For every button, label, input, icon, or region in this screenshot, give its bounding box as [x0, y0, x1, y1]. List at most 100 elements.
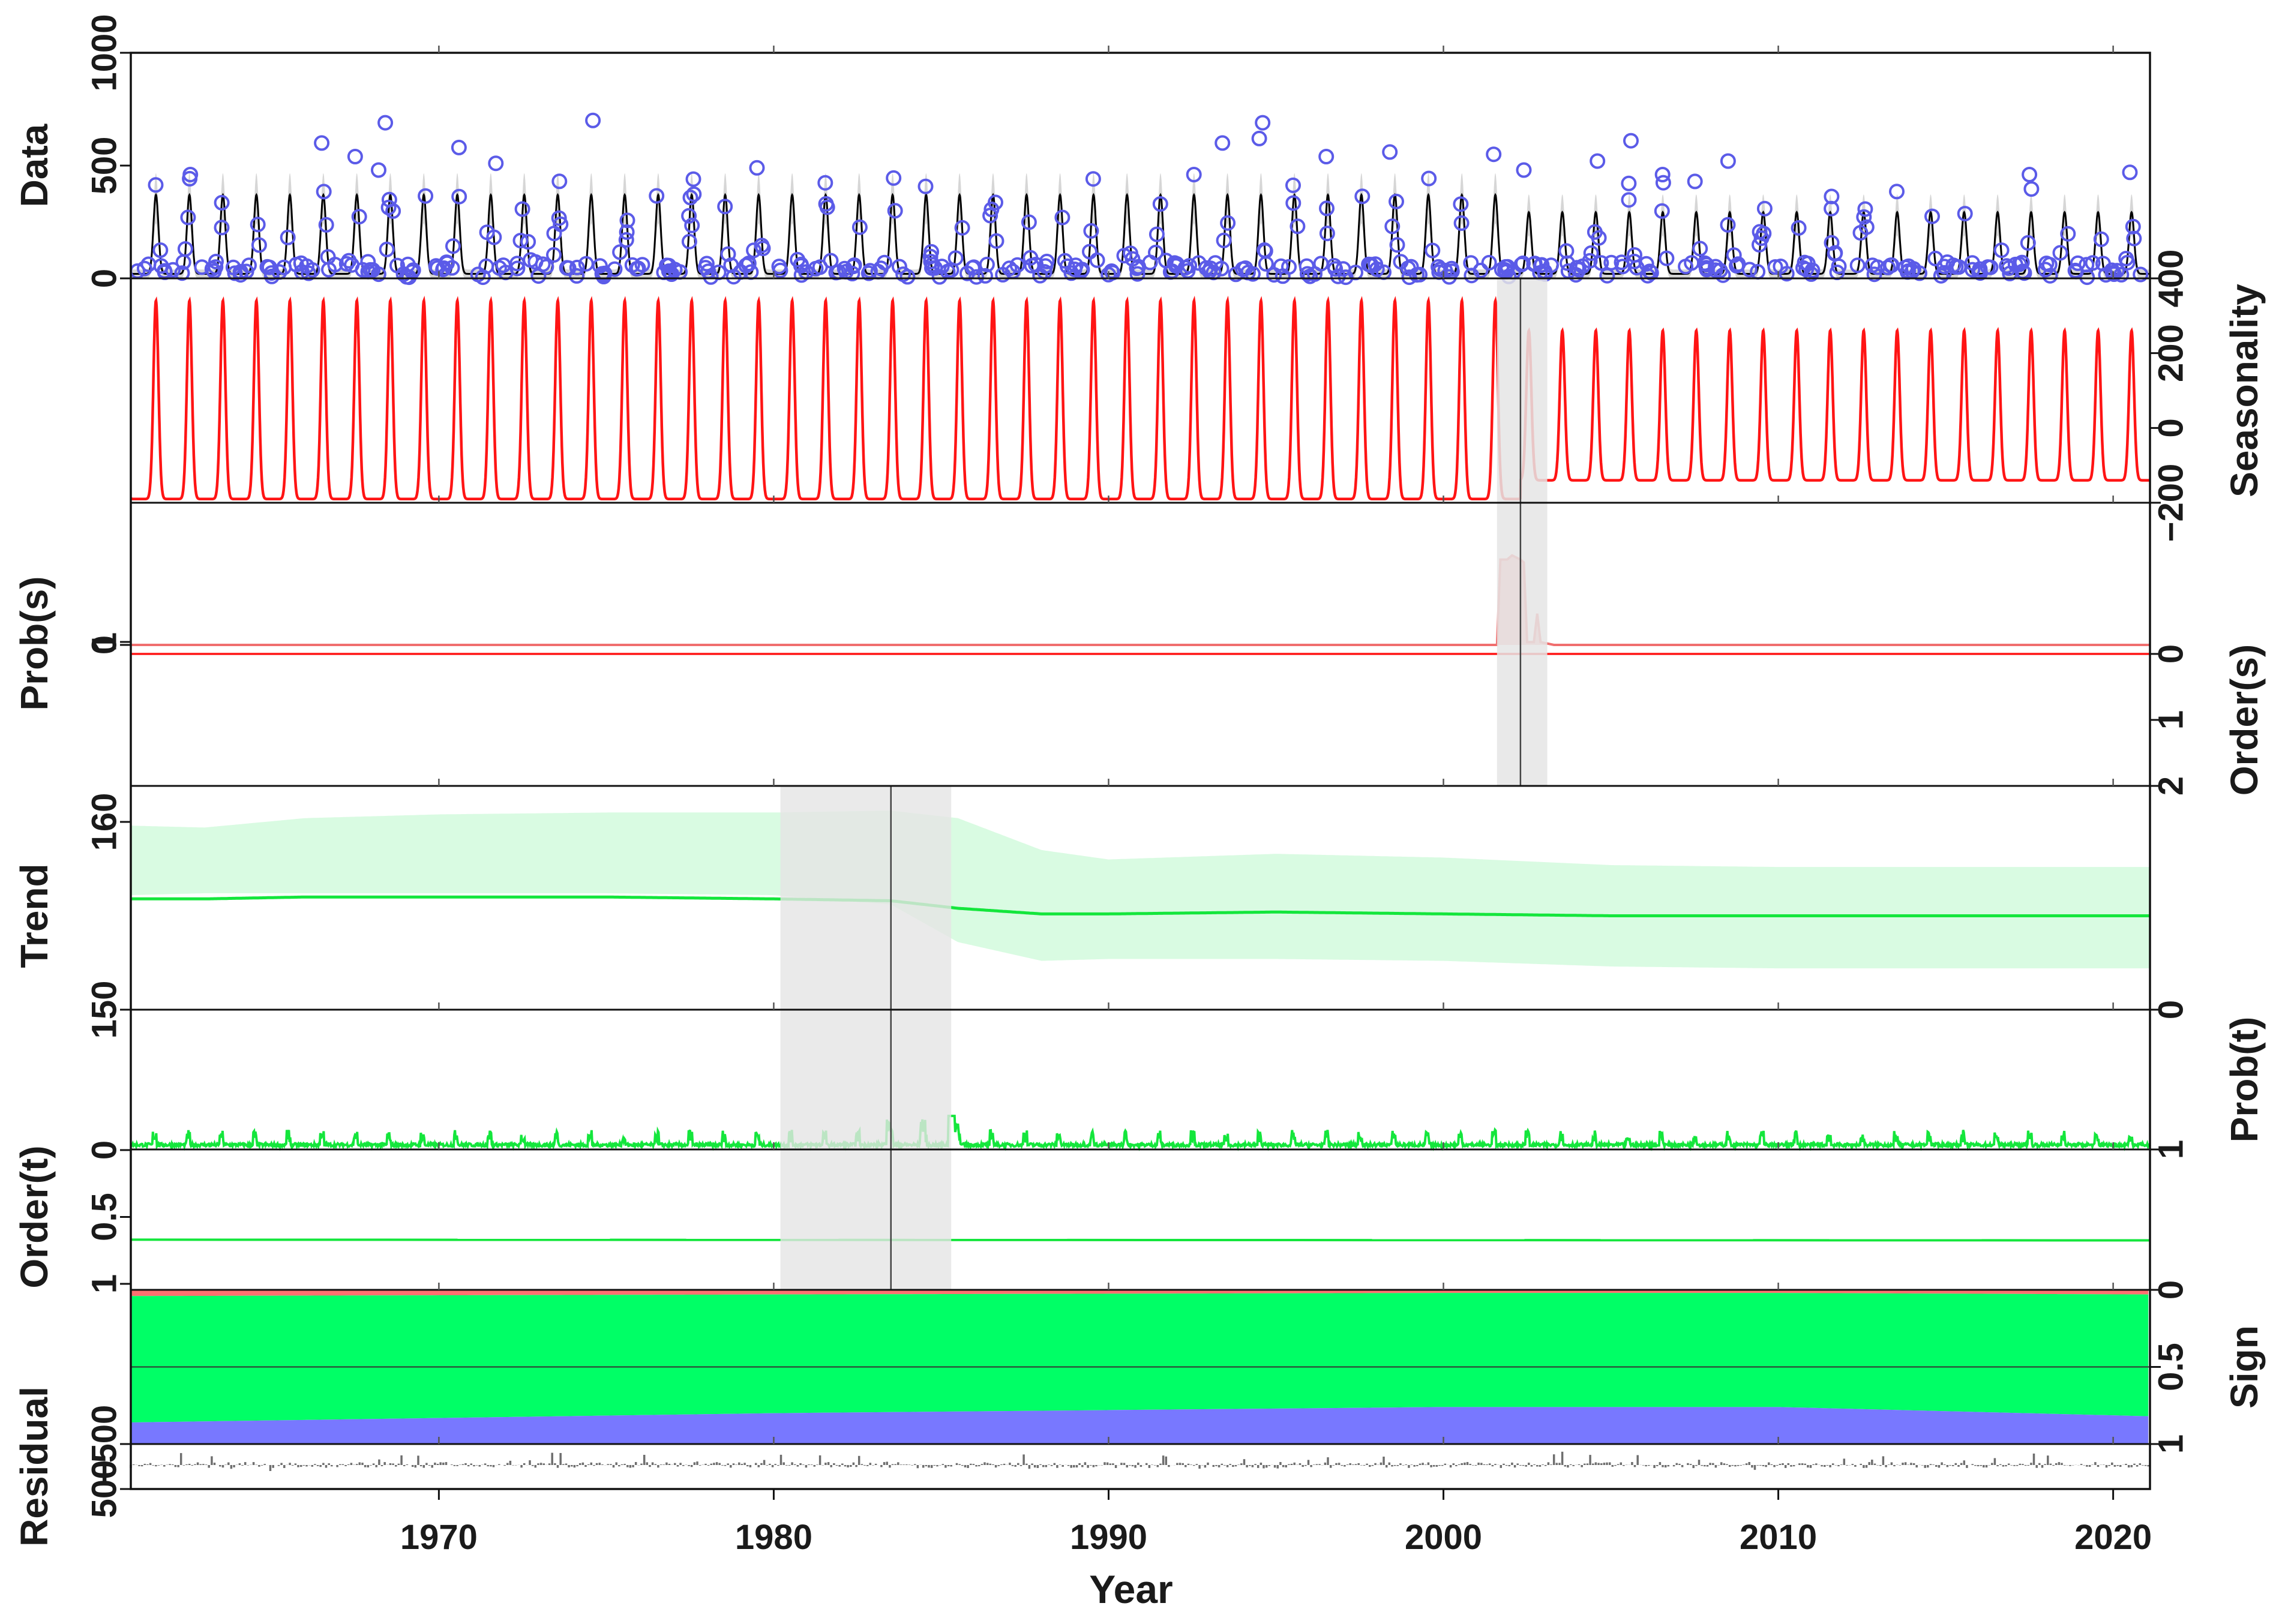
data-point: [1587, 224, 1603, 240]
y-tick-label: 0.5: [85, 1193, 124, 1241]
data-point: [2085, 255, 2101, 271]
y-tick-label: 500: [85, 1460, 124, 1518]
data-point: [1412, 266, 1428, 283]
data-point: [2020, 235, 2036, 251]
y-axis-label: Sign: [2223, 1325, 2266, 1409]
data-point: [619, 212, 635, 229]
data-point: [365, 262, 381, 278]
data-point: [2007, 256, 2023, 272]
y-tick-label: 0: [85, 269, 124, 288]
data-point: [445, 238, 461, 254]
data-point: [1678, 259, 1694, 275]
data-point: [772, 262, 788, 278]
data-point: [1583, 245, 1599, 261]
data-point: [1603, 254, 1620, 271]
y-tick-label: 1: [2151, 710, 2190, 730]
data-point: [418, 188, 434, 204]
data-point: [535, 256, 551, 272]
data-point: [569, 268, 585, 284]
data-point: [1767, 259, 1783, 275]
data-point: [1753, 230, 1770, 246]
data-point: [204, 261, 220, 277]
data-point: [1857, 201, 1873, 217]
x-tick-label: 1980: [735, 1518, 812, 1557]
data-point: [174, 265, 190, 281]
data-point: [1659, 250, 1675, 266]
data-point: [1858, 219, 1875, 235]
data-point: [520, 234, 536, 250]
data-point: [1149, 226, 1165, 242]
sign-negative-area: [131, 1290, 2149, 1296]
data-point: [1593, 255, 1609, 271]
data-point: [592, 258, 608, 274]
data-point: [682, 190, 698, 206]
data-point: [2106, 266, 2122, 282]
data-point: [2133, 266, 2149, 283]
data-point: [1571, 262, 1587, 278]
data-point: [1590, 153, 1606, 169]
data-point: [2079, 269, 2095, 286]
data-point: [1281, 259, 1297, 275]
data-point: [1425, 242, 1441, 259]
data-point: [720, 246, 736, 262]
data-point: [1285, 195, 1302, 211]
data-point: [1307, 266, 1323, 282]
data-point: [1804, 262, 1821, 278]
y-tick-label: −200: [2151, 464, 2190, 542]
data-point: [684, 217, 700, 233]
data-point: [1129, 266, 1146, 282]
data-point: [823, 253, 839, 269]
y-tick-label: 1: [85, 632, 124, 652]
data-point: [559, 260, 575, 276]
data-point: [1866, 266, 1882, 283]
data-point: [667, 262, 683, 278]
data-point: [1473, 262, 1489, 278]
data-point: [512, 233, 529, 248]
data-point: [1142, 254, 1158, 271]
data-point: [1444, 260, 1459, 277]
data-point: [1924, 208, 1940, 224]
data-point: [793, 256, 809, 272]
data-point: [214, 194, 230, 211]
x-tick-label: 1990: [1070, 1518, 1147, 1557]
data-point: [165, 262, 181, 278]
data-point: [401, 269, 417, 286]
data-point: [886, 170, 902, 186]
data-point: [1319, 200, 1335, 217]
y-axis-label: Order(t): [13, 1145, 56, 1288]
axes: 05001000Data−2000200400Seasonality01Prob…: [13, 14, 2266, 1611]
data-point: [435, 262, 451, 278]
data-point: [943, 262, 959, 278]
data-point: [546, 226, 562, 242]
data-point: [355, 262, 371, 278]
data-point: [208, 254, 224, 269]
data-point: [546, 247, 562, 263]
data-point: [846, 257, 862, 273]
seasonal-changepoint-band: [1497, 278, 1548, 786]
data-point: [1824, 235, 1840, 251]
y-axis-label: Data: [13, 124, 56, 207]
data-point: [1319, 226, 1335, 242]
data-point: [381, 191, 397, 208]
data-point: [1515, 255, 1531, 271]
y-tick-label: −500: [85, 1405, 124, 1484]
data-point: [263, 265, 280, 281]
data-point: [649, 188, 665, 204]
x-tick-label: 2020: [2074, 1518, 2152, 1557]
data-point: [347, 149, 363, 164]
y-tick-label: 0: [2151, 644, 2190, 664]
data-point: [1255, 115, 1271, 131]
prob-s-panel: [131, 554, 2150, 655]
data-point: [1582, 253, 1598, 269]
data-point: [2060, 226, 2076, 242]
y-tick-label: 1: [2151, 1434, 2190, 1454]
y-tick-label: 0: [2151, 418, 2190, 437]
data-point: [2095, 256, 2111, 272]
sign-panel: [131, 1290, 2150, 1444]
data-point: [1207, 255, 1224, 271]
data-point: [1773, 259, 1789, 274]
trend-line: [131, 895, 2150, 917]
data-point: [681, 233, 697, 250]
data-point: [2113, 266, 2130, 283]
